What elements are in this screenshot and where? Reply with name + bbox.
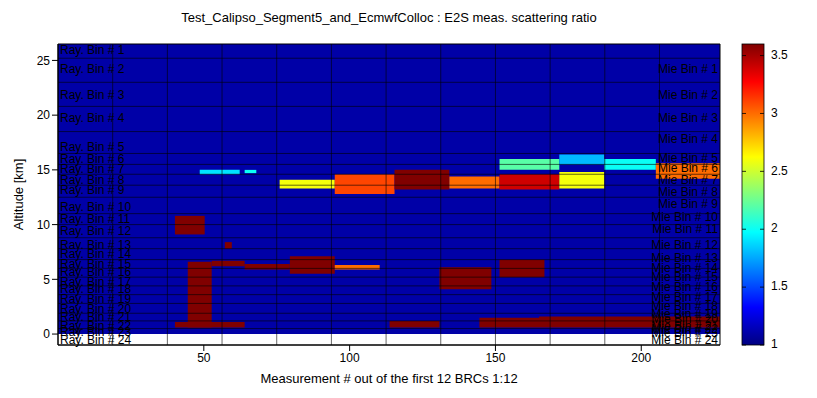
svg-text:0: 0: [43, 327, 50, 341]
svg-text:Ray. Bin # 1: Ray. Bin # 1: [60, 43, 125, 57]
svg-text:Mie Bin # 2: Mie Bin # 2: [658, 88, 718, 102]
svg-text:Measurement # out of the first: Measurement # out of the first 12 BRCs 1…: [260, 371, 517, 386]
svg-text:Ray. Bin # 6: Ray. Bin # 6: [60, 152, 125, 167]
svg-text:Ray. Bin # 21: Ray. Bin # 21: [60, 309, 132, 324]
svg-text:20: 20: [37, 108, 51, 122]
svg-text:Mie Bin # 14: Mie Bin # 14: [651, 260, 718, 275]
svg-text:Mie Bin # 24: Mie Bin # 24: [651, 333, 718, 347]
svg-text:Ray. Bin # 10: Ray. Bin # 10: [60, 200, 132, 215]
svg-text:2.5: 2.5: [771, 164, 788, 178]
svg-text:Mie Bin # 11: Mie Bin # 11: [652, 222, 718, 236]
svg-text:Mie Bin # 13: Mie Bin # 13: [651, 250, 718, 265]
svg-text:25: 25: [37, 54, 51, 68]
svg-text:Ray. Bin # 16: Ray. Bin # 16: [60, 264, 132, 279]
svg-text:Mie Bin # 1: Mie Bin # 1: [658, 62, 718, 76]
svg-text:Mie Bin # 12: Mie Bin # 12: [651, 238, 718, 252]
svg-text:Ray. Bin # 13: Ray. Bin # 13: [60, 237, 132, 252]
svg-text:Mie Bin # 15: Mie Bin # 15: [651, 270, 718, 285]
svg-text:50: 50: [197, 351, 211, 365]
svg-text:15: 15: [37, 163, 51, 177]
svg-text:Ray. Bin # 24: Ray. Bin # 24: [60, 333, 131, 347]
svg-text:Mie Bin # 5: Mie Bin # 5: [658, 151, 718, 166]
svg-text:Mie Bin # 17: Mie Bin # 17: [651, 290, 718, 305]
svg-text:10: 10: [37, 218, 51, 232]
svg-text:Ray. Bin # 19: Ray. Bin # 19: [60, 292, 132, 307]
svg-text:100: 100: [340, 351, 360, 365]
svg-text:Mie Bin # 10: Mie Bin # 10: [651, 210, 718, 225]
svg-text:Mie Bin # 16: Mie Bin # 16: [651, 280, 718, 295]
svg-text:Mie Bin # 7: Mie Bin # 7: [658, 173, 718, 187]
svg-text:Mie Bin # 3: Mie Bin # 3: [658, 111, 718, 125]
svg-text:2: 2: [771, 221, 778, 235]
svg-text:150: 150: [485, 351, 505, 365]
svg-text:Ray. Bin # 18: Ray. Bin # 18: [60, 282, 132, 297]
svg-text:200: 200: [631, 351, 651, 365]
svg-text:Ray. Bin # 3: Ray. Bin # 3: [60, 88, 125, 102]
svg-text:Ray. Bin # 8: Ray. Bin # 8: [60, 173, 125, 187]
svg-text:Mie Bin # 8: Mie Bin # 8: [658, 185, 718, 199]
svg-text:5: 5: [43, 273, 50, 287]
svg-text:Ray. Bin # 7: Ray. Bin # 7: [60, 162, 125, 176]
svg-text:1: 1: [771, 337, 778, 351]
svg-text:Ray. Bin # 14: Ray. Bin # 14: [60, 247, 132, 262]
svg-text:Mie Bin # 6: Mie Bin # 6: [658, 160, 718, 175]
svg-text:1.5: 1.5: [771, 279, 788, 293]
svg-text:Ray. Bin # 9: Ray. Bin # 9: [60, 183, 125, 197]
svg-text:Ray. Bin # 2: Ray. Bin # 2: [60, 62, 125, 76]
svg-text:Ray. Bin # 4: Ray. Bin # 4: [60, 111, 125, 125]
svg-text:Ray. Bin # 12: Ray. Bin # 12: [60, 224, 131, 238]
svg-text:Mie Bin # 4: Mie Bin # 4: [658, 132, 718, 146]
html-text:Test_Calipso_Segment5_and_Ecmw: Test_Calipso_Segment5_and_EcmwfColloc : …: [181, 10, 597, 25]
svg-text:Ray. Bin # 5: Ray. Bin # 5: [60, 140, 125, 155]
svg-text:3: 3: [771, 106, 778, 120]
svg-text:3.5: 3.5: [771, 48, 788, 62]
svg-text:Mie Bin # 9: Mie Bin # 9: [658, 197, 718, 211]
svg-text:Altitude [km]: Altitude [km]: [11, 159, 26, 231]
svg-text:Ray. Bin # 11: Ray. Bin # 11: [60, 212, 131, 227]
